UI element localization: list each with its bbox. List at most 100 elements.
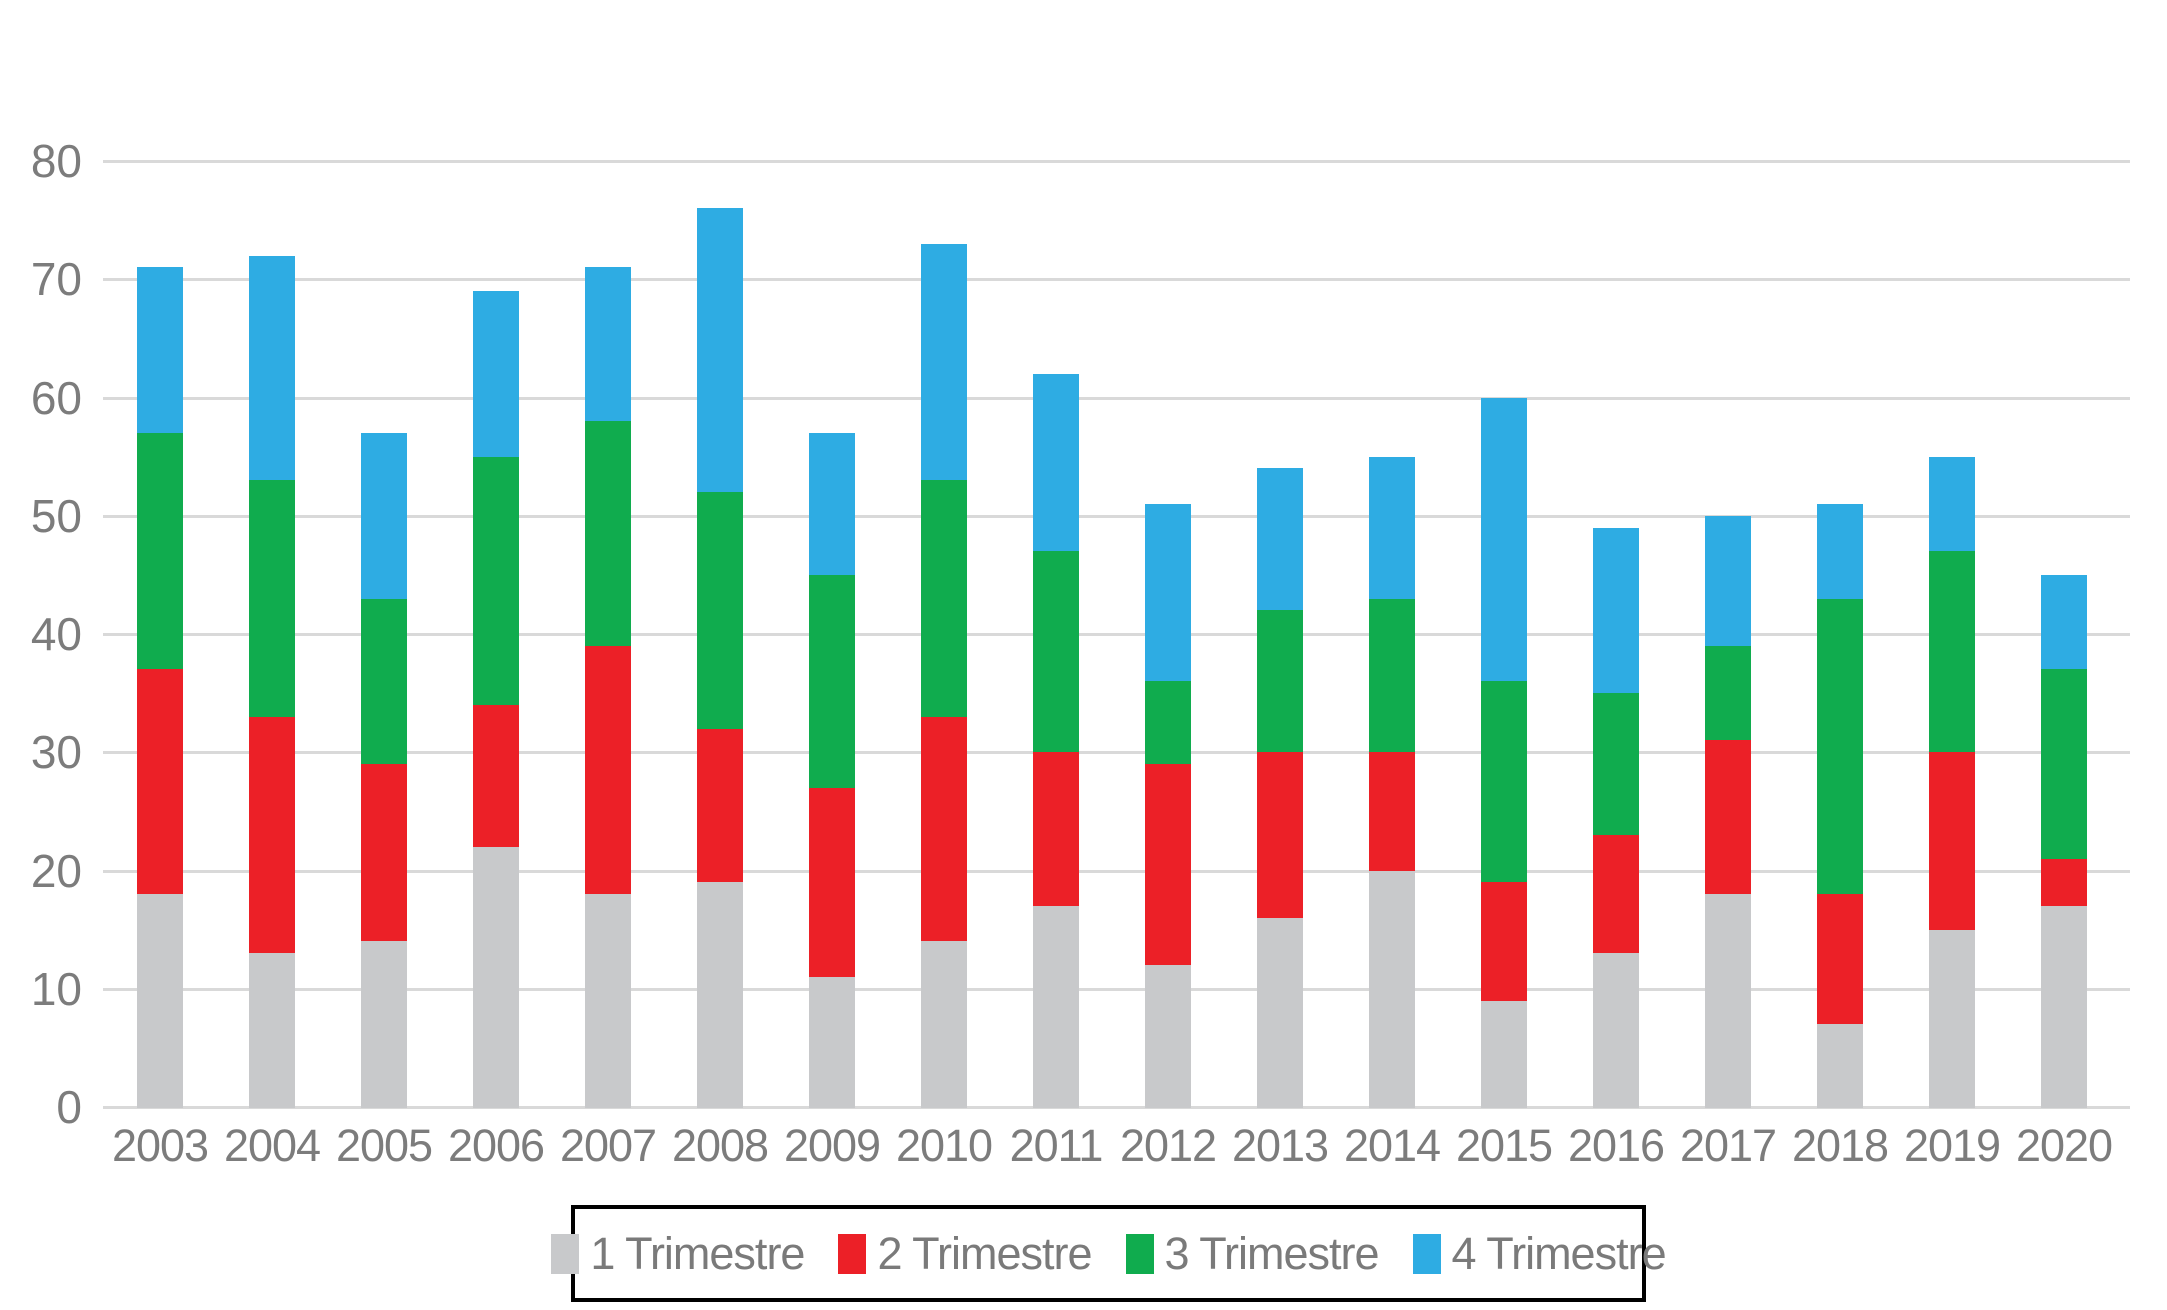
bar-segment-2009-1-trimestre	[809, 977, 855, 1108]
gridline-60	[103, 397, 2130, 400]
legend-label: 4 Trimestre	[1451, 1227, 1667, 1279]
x-tick-label-2013: 2013	[1231, 1120, 1329, 1171]
y-tick-label-40: 40	[30, 608, 82, 660]
legend-label: 3 Trimestre	[1164, 1227, 1380, 1279]
x-tick-label-2016: 2016	[1567, 1120, 1665, 1171]
bar-segment-2017-3-trimestre	[1705, 646, 1751, 740]
bar-segment-2012-4-trimestre	[1145, 504, 1191, 681]
bar-segment-2003-2-trimestre	[137, 669, 183, 894]
legend-swatch-icon	[551, 1233, 580, 1274]
bar-segment-2015-2-trimestre	[1481, 882, 1527, 1001]
bar-segment-2019-1-trimestre	[1929, 930, 1975, 1108]
bar-segment-2011-4-trimestre	[1033, 374, 1079, 551]
bar-segment-2004-1-trimestre	[249, 953, 295, 1108]
bar-segment-2012-1-trimestre	[1145, 965, 1191, 1108]
gridline-50	[103, 515, 2130, 518]
x-tick-label-2007: 2007	[559, 1120, 657, 1171]
y-tick-label-20: 20	[30, 845, 82, 897]
bar-segment-2005-4-trimestre	[361, 433, 407, 599]
bar-segment-2003-4-trimestre	[137, 267, 183, 433]
bar-segment-2007-1-trimestre	[585, 894, 631, 1108]
bar-segment-2006-4-trimestre	[473, 291, 519, 457]
bar-segment-2015-1-trimestre	[1481, 1001, 1527, 1108]
bar-segment-2016-3-trimestre	[1593, 693, 1639, 835]
legend-swatch-icon	[1412, 1233, 1441, 1274]
bar-segment-2017-2-trimestre	[1705, 740, 1751, 894]
gridline-30	[103, 751, 2130, 754]
bar-segment-2014-2-trimestre	[1369, 752, 1415, 871]
bar-segment-2006-3-trimestre	[473, 457, 519, 705]
bar-segment-2010-1-trimestre	[921, 941, 967, 1108]
legend-label: 2 Trimestre	[877, 1227, 1092, 1279]
bar-segment-2007-2-trimestre	[585, 646, 631, 894]
bar-segment-2011-1-trimestre	[1033, 906, 1079, 1108]
bar-segment-2008-2-trimestre	[697, 729, 743, 882]
bar-segment-2007-4-trimestre	[585, 267, 631, 421]
bar-segment-2010-2-trimestre	[921, 717, 967, 941]
bar-segment-2015-3-trimestre	[1481, 681, 1527, 882]
bar-segment-2018-4-trimestre	[1817, 504, 1863, 599]
bar-segment-2019-3-trimestre	[1929, 551, 1975, 752]
bar-segment-2013-4-trimestre	[1257, 468, 1303, 610]
bar-segment-2008-1-trimestre	[697, 882, 743, 1108]
legend: 1 Trimestre 2 Trimestre 3 Trimestre 4 Trime…	[551, 1205, 1667, 1302]
x-tick-label-2008: 2008	[671, 1120, 769, 1171]
bar-segment-2011-2-trimestre	[1033, 752, 1079, 906]
x-tick-label-2010: 2010	[895, 1120, 993, 1171]
bar-segment-2019-4-trimestre	[1929, 457, 1975, 551]
legend-swatch-icon	[1125, 1233, 1154, 1274]
bar-segment-2014-4-trimestre	[1369, 457, 1415, 599]
x-tick-label-2020: 2020	[2015, 1120, 2113, 1171]
legend-label: 1 Trimestre	[590, 1227, 805, 1279]
y-tick-label-60: 60	[30, 372, 82, 424]
legend-item-1-trimestre: 1 Trimestre	[551, 1227, 805, 1280]
legend-item-4-trimestre: 4 Trimestre	[1412, 1227, 1667, 1280]
x-tick-label-2015: 2015	[1455, 1120, 1553, 1171]
bar-segment-2020-1-trimestre	[2041, 906, 2087, 1108]
bar-segment-2006-1-trimestre	[473, 847, 519, 1108]
x-tick-label-2018: 2018	[1791, 1120, 1889, 1171]
bar-segment-2013-2-trimestre	[1257, 752, 1303, 918]
bar-segment-2006-2-trimestre	[473, 705, 519, 847]
y-tick-label-50: 50	[30, 490, 82, 542]
x-tick-label-2011: 2011	[1009, 1120, 1104, 1171]
bar-segment-2014-3-trimestre	[1369, 599, 1415, 752]
bar-segment-2015-4-trimestre	[1481, 398, 1527, 681]
y-tick-label-70: 70	[30, 253, 82, 305]
y-tick-label-30: 30	[30, 726, 82, 778]
gridline-70	[103, 278, 2130, 281]
legend-item-3-trimestre: 3 Trimestre	[1125, 1227, 1380, 1280]
x-tick-label-2014: 2014	[1343, 1120, 1441, 1171]
gridline-0	[103, 1106, 2130, 1109]
x-tick-label-2017: 2017	[1679, 1120, 1777, 1171]
bar-segment-2004-2-trimestre	[249, 717, 295, 953]
bar-segment-2003-3-trimestre	[137, 433, 183, 669]
bar-segment-2014-1-trimestre	[1369, 871, 1415, 1108]
bar-segment-2005-3-trimestre	[361, 599, 407, 764]
x-tick-label-2003: 2003	[111, 1120, 209, 1171]
bar-segment-2016-2-trimestre	[1593, 835, 1639, 953]
bar-segment-2018-3-trimestre	[1817, 599, 1863, 894]
y-tick-label-0: 0	[56, 1081, 82, 1133]
bar-segment-2016-4-trimestre	[1593, 528, 1639, 693]
x-tick-label-2006: 2006	[447, 1120, 545, 1171]
bar-segment-2010-4-trimestre	[921, 244, 967, 480]
bar-segment-2013-1-trimestre	[1257, 918, 1303, 1108]
bar-segment-2018-2-trimestre	[1817, 894, 1863, 1024]
bar-segment-2010-3-trimestre	[921, 480, 967, 717]
bar-segment-2004-3-trimestre	[249, 480, 295, 717]
bar-segment-2008-4-trimestre	[697, 208, 743, 492]
bar-segment-2018-1-trimestre	[1817, 1024, 1863, 1108]
x-tick-label-2004: 2004	[223, 1120, 321, 1171]
bar-segment-2020-4-trimestre	[2041, 575, 2087, 669]
x-tick-label-2012: 2012	[1119, 1120, 1217, 1171]
legend-item-2-trimestre: 2 Trimestre	[838, 1227, 1093, 1280]
bar-segment-2005-2-trimestre	[361, 764, 407, 941]
bar-segment-2009-4-trimestre	[809, 433, 855, 575]
bar-segment-2005-1-trimestre	[361, 941, 407, 1108]
legend-swatch-icon	[838, 1233, 867, 1274]
bar-segment-2012-2-trimestre	[1145, 764, 1191, 965]
bar-segment-2004-4-trimestre	[249, 256, 295, 480]
y-tick-label-10: 10	[30, 963, 82, 1015]
